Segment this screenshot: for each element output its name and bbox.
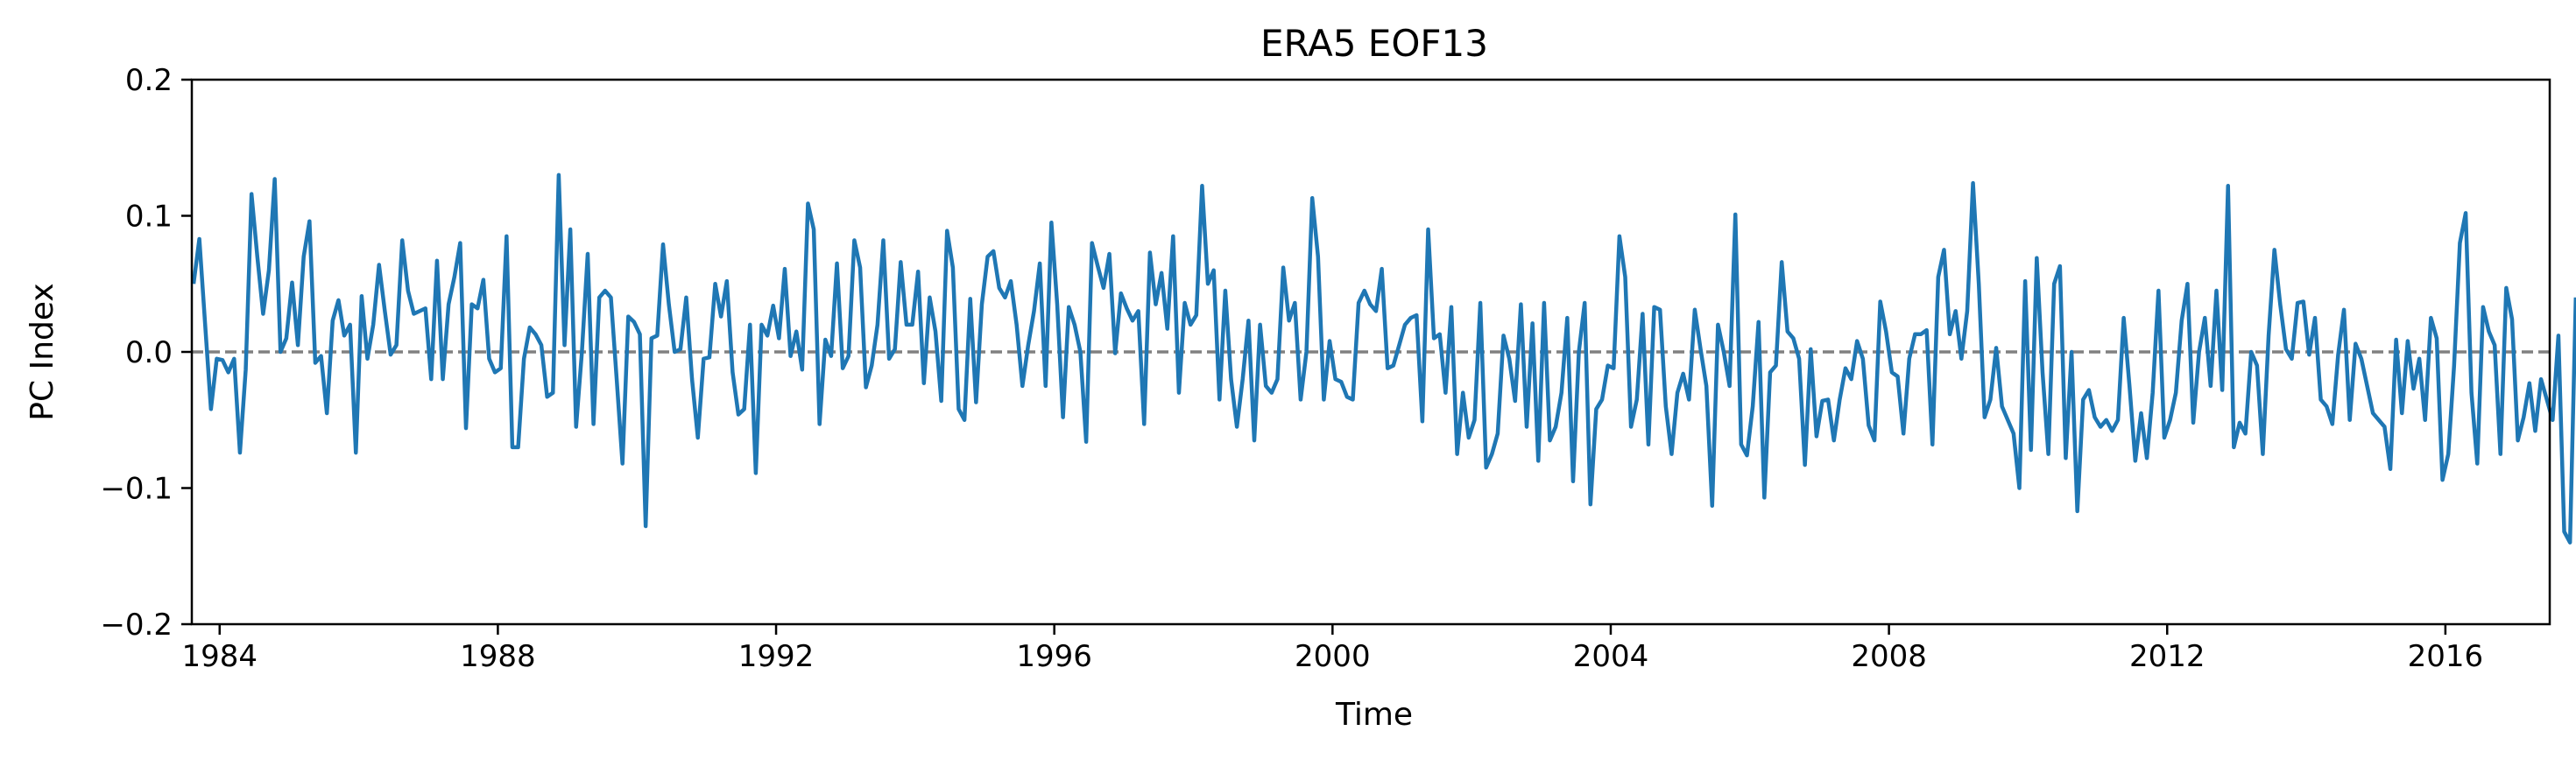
x-tick-label: 1988	[460, 639, 536, 674]
x-tick-label: 1996	[1016, 639, 1092, 674]
x-tick-label: 2000	[1295, 639, 1371, 674]
x-tick-label: 2016	[2408, 639, 2484, 674]
x-axis-label: Time	[1335, 697, 1413, 733]
y-axis-label: PC Index	[25, 283, 60, 420]
y-tick-label: 0.0	[125, 335, 173, 370]
chart-title: ERA5 EOF13	[1260, 22, 1488, 65]
x-tick-label: 2004	[1573, 639, 1649, 674]
y-tick-label: 0.1	[125, 200, 173, 235]
x-tick-label: 2012	[2129, 639, 2205, 674]
y-tick-label: −0.1	[100, 472, 173, 507]
plot-area	[190, 78, 2576, 626]
x-tick-label: 2008	[1851, 639, 1927, 674]
y-axis: −0.2 −0.1 0.0 0.1 0.2	[100, 63, 192, 643]
y-tick-label: −0.2	[100, 608, 173, 643]
y-tick-label: 0.2	[125, 63, 173, 98]
x-tick-label: 1992	[738, 639, 815, 674]
x-tick-label: 1984	[181, 639, 258, 674]
x-axis: 1984 1988 1992 1996 2000 2004 2008 2012 2016	[181, 624, 2483, 674]
series-line-0	[191, 172, 2576, 545]
